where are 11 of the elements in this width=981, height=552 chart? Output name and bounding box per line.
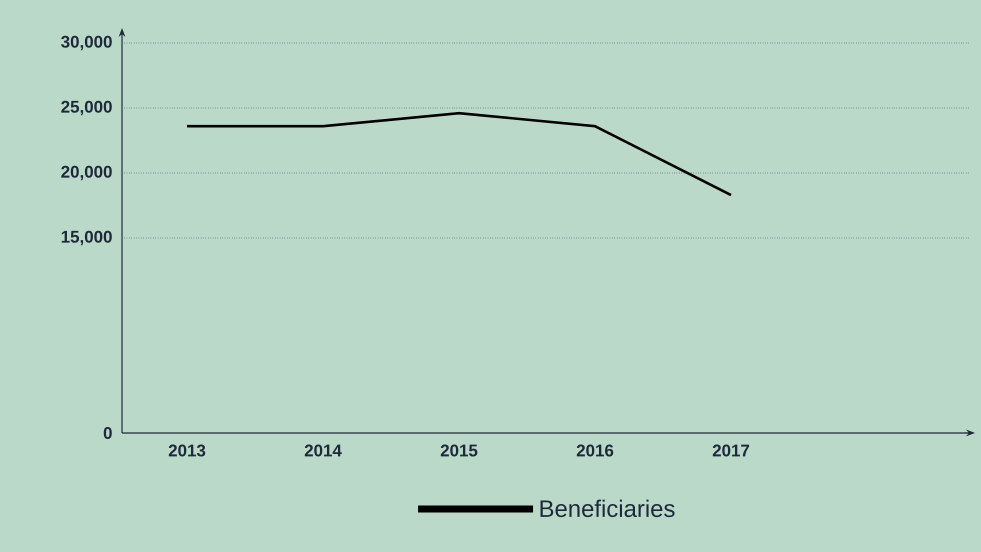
- y-tick-label: 20,000: [61, 166, 112, 180]
- y-tick-label: 25,000: [61, 100, 112, 116]
- legend-label: Beneficiaries: [540, 500, 675, 518]
- x-tick-label: 2016: [576, 444, 614, 456]
- y-tick-label: 30,000: [61, 36, 112, 50]
- x-tick-label: 2013: [168, 444, 206, 457]
- x-tick-label: 2017: [712, 444, 750, 456]
- x-tick-label: 2015: [440, 444, 478, 456]
- y-tick-label: 0: [104, 426, 112, 439]
- x-tick-label: 2014: [304, 444, 342, 456]
- y-tick-label: 15,000: [62, 230, 112, 246]
